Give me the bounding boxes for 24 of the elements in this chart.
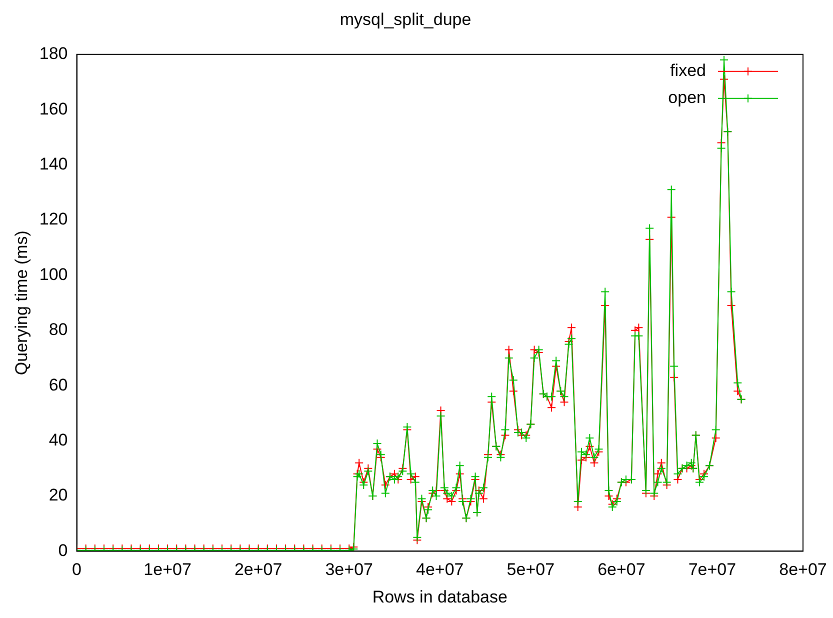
x-tick-label: 8e+07: [779, 560, 827, 580]
y-tick-label: 160: [39, 99, 68, 118]
legend-label: open: [668, 88, 706, 108]
x-tick-label: 2e+07: [234, 560, 282, 580]
y-tick-label: 20: [48, 486, 68, 505]
y-tick-label: 60: [48, 375, 68, 394]
x-tick-label: 0: [72, 560, 82, 580]
x-tick-label: 1e+07: [144, 560, 192, 580]
y-tick-label: 100: [39, 264, 68, 284]
legend-label: fixed: [670, 61, 706, 80]
y-tick-label: 40: [48, 430, 68, 450]
x-tick-label: 7e+07: [688, 560, 736, 580]
x-tick-label: 6e+07: [598, 560, 646, 580]
x-tick-label: 4e+07: [416, 560, 464, 580]
y-tick-label: 80: [48, 320, 68, 340]
x-axis-title: Rows in database: [372, 587, 508, 606]
x-tick-label: 5e+07: [506, 560, 555, 580]
chart-title: mysql_split_dupe: [340, 10, 472, 29]
x-tick-label: 3e+07: [325, 560, 373, 580]
y-axis-title: Querying time (ms): [12, 230, 31, 376]
y-tick-label: 120: [39, 210, 68, 229]
y-tick-label: 180: [39, 44, 68, 64]
y-tick-label: 140: [39, 154, 68, 174]
y-tick-label: 0: [58, 540, 68, 560]
